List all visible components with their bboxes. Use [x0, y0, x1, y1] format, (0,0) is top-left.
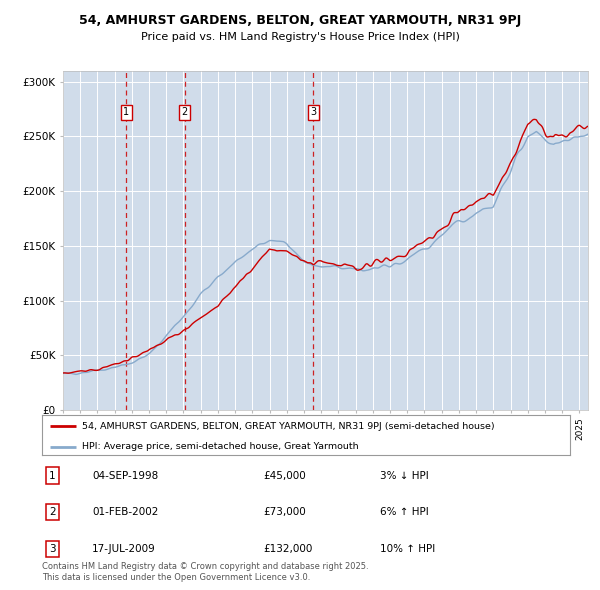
Text: 10% ↑ HPI: 10% ↑ HPI [380, 544, 435, 553]
Text: 2: 2 [182, 107, 188, 117]
Text: Price paid vs. HM Land Registry's House Price Index (HPI): Price paid vs. HM Land Registry's House … [140, 32, 460, 42]
Text: 1: 1 [123, 107, 129, 117]
Text: HPI: Average price, semi-detached house, Great Yarmouth: HPI: Average price, semi-detached house,… [82, 442, 358, 451]
Text: £132,000: £132,000 [264, 544, 313, 553]
Text: 1: 1 [49, 471, 56, 480]
Text: £45,000: £45,000 [264, 471, 307, 480]
Text: 04-SEP-1998: 04-SEP-1998 [92, 471, 158, 480]
Text: 54, AMHURST GARDENS, BELTON, GREAT YARMOUTH, NR31 9PJ (semi-detached house): 54, AMHURST GARDENS, BELTON, GREAT YARMO… [82, 422, 494, 431]
Text: 2: 2 [49, 507, 56, 517]
Text: 17-JUL-2009: 17-JUL-2009 [92, 544, 156, 553]
Text: 3: 3 [310, 107, 316, 117]
Text: 3: 3 [49, 544, 56, 553]
Text: 3% ↓ HPI: 3% ↓ HPI [380, 471, 428, 480]
Text: 6% ↑ HPI: 6% ↑ HPI [380, 507, 428, 517]
Text: 54, AMHURST GARDENS, BELTON, GREAT YARMOUTH, NR31 9PJ: 54, AMHURST GARDENS, BELTON, GREAT YARMO… [79, 14, 521, 27]
Text: Contains HM Land Registry data © Crown copyright and database right 2025.
This d: Contains HM Land Registry data © Crown c… [42, 562, 368, 582]
Text: £73,000: £73,000 [264, 507, 307, 517]
Text: 01-FEB-2002: 01-FEB-2002 [92, 507, 158, 517]
